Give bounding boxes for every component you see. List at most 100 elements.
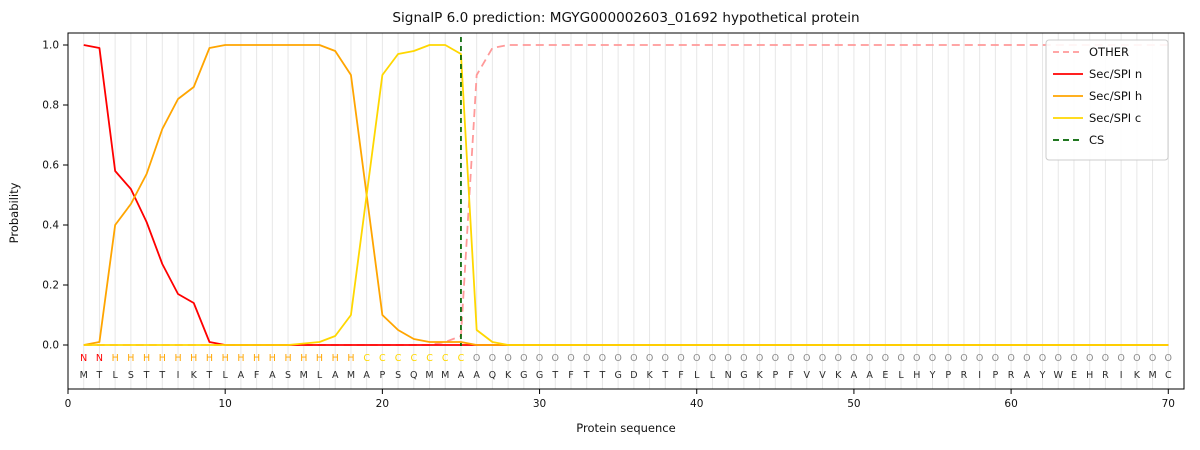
region-letter: O (882, 353, 889, 364)
y-tick-label: 0.4 (42, 220, 59, 232)
sequence-letter: K (646, 370, 653, 381)
sequence-letter: K (835, 370, 842, 381)
sequence-letter: N (725, 370, 732, 381)
sequence-letter: Y (929, 370, 936, 381)
x-tick-label: 40 (690, 398, 703, 410)
sequence-letter: T (158, 370, 165, 381)
sequence-letter: K (505, 370, 512, 381)
region-letter: H (300, 353, 307, 364)
region-letter: O (1039, 353, 1046, 364)
legend-label: Sec/SPI h (1089, 89, 1142, 103)
sequence-letter: D (630, 370, 637, 381)
region-letter: O (630, 353, 637, 364)
region-letter: H (143, 353, 150, 364)
region-letter: C (458, 353, 465, 364)
region-letter: O (693, 353, 700, 364)
region-letter: N (96, 353, 103, 364)
sequence-letter: S (285, 370, 291, 381)
region-letter: O (787, 353, 794, 364)
region-letter: O (1070, 353, 1077, 364)
sequence-letter: A (458, 370, 465, 381)
sequence-letter: A (866, 370, 873, 381)
sequence-letter: M (425, 370, 433, 381)
sequence-letter: S (128, 370, 134, 381)
sequence-letter: P (993, 370, 999, 381)
region-letter: O (960, 353, 967, 364)
y-tick-label: 0.8 (42, 100, 59, 112)
sequence-letter: L (223, 370, 229, 381)
sequence-letter: H (1086, 370, 1093, 381)
region-letter: O (1055, 353, 1062, 364)
series-line-sec-spi-c (83, 44, 1169, 346)
x-tick-label: 70 (1162, 398, 1175, 410)
region-letter: H (269, 353, 276, 364)
sequence-letter: F (678, 370, 683, 381)
sequence-letter: E (882, 370, 888, 381)
sequence-letter: G (740, 370, 747, 381)
legend-label: OTHER (1089, 45, 1129, 59)
sequence-letter: M (441, 370, 449, 381)
sequence-letter: W (1054, 370, 1064, 381)
x-tick-label: 50 (847, 398, 860, 410)
sequence-letter: Q (489, 370, 496, 381)
sequence-letter: L (898, 370, 904, 381)
sequence-letter: F (568, 370, 573, 381)
sequence-letter: K (191, 370, 198, 381)
x-axis-label: Protein sequence (576, 421, 675, 435)
region-letter: O (772, 353, 779, 364)
x-tick-label: 10 (218, 398, 231, 410)
region-letter: H (284, 353, 291, 364)
sequence-letter: I (1120, 370, 1123, 381)
region-letter: O (834, 353, 841, 364)
region-letter: O (567, 353, 574, 364)
sequence-letter: E (1071, 370, 1077, 381)
region-letter: O (646, 353, 653, 364)
region-letter: H (159, 353, 166, 364)
region-letter: O (740, 353, 747, 364)
sequence-letter: K (756, 370, 763, 381)
series-line-other (83, 44, 1169, 346)
region-letter: O (614, 353, 621, 364)
sequence-letter: H (913, 370, 920, 381)
sequence-letter: I (177, 370, 180, 381)
sequence-letter: R (1102, 370, 1109, 381)
sequence-letter: T (551, 370, 558, 381)
sequence-letter: S (395, 370, 401, 381)
sequence-letter: L (710, 370, 716, 381)
sequence-letter: T (96, 370, 103, 381)
region-letter: O (536, 353, 543, 364)
legend-label: CS (1089, 133, 1104, 147)
region-letter: H (253, 353, 260, 364)
legend-label: Sec/SPI n (1089, 67, 1142, 81)
region-letter: C (426, 353, 433, 364)
region-letter: O (724, 353, 731, 364)
region-letter: O (1133, 353, 1140, 364)
y-tick-label: 1.0 (42, 40, 59, 52)
region-letter: C (442, 353, 449, 364)
region-letter: O (866, 353, 873, 364)
sequence-letter: P (772, 370, 778, 381)
region-letter: H (347, 353, 354, 364)
sequence-letter: F (254, 370, 259, 381)
region-letter: H (174, 353, 181, 364)
sequence-letter: T (206, 370, 213, 381)
region-letter: O (583, 353, 590, 364)
region-letter: H (127, 353, 134, 364)
region-letter: O (504, 353, 511, 364)
y-axis-label: Probability (7, 182, 21, 243)
x-tick-label: 0 (65, 398, 72, 410)
chart-layers: 0 10 20 30 40 50 60 700.00.20.40.60.81.0NMNTHLH… (42, 32, 1185, 410)
region-letter: H (316, 353, 323, 364)
sequence-letter: A (1024, 370, 1031, 381)
region-letter: O (662, 353, 669, 364)
region-letter: C (410, 353, 417, 364)
sequence-letter: R (1008, 370, 1015, 381)
region-letter: O (913, 353, 920, 364)
series-line-sec-spi-h (83, 44, 1169, 346)
region-letter: O (677, 353, 684, 364)
region-letter: O (929, 353, 936, 364)
chart-title: SignalP 6.0 prediction: MGYG000002603_01… (392, 10, 859, 26)
legend-label: Sec/SPI c (1089, 111, 1141, 125)
region-letter: H (332, 353, 339, 364)
